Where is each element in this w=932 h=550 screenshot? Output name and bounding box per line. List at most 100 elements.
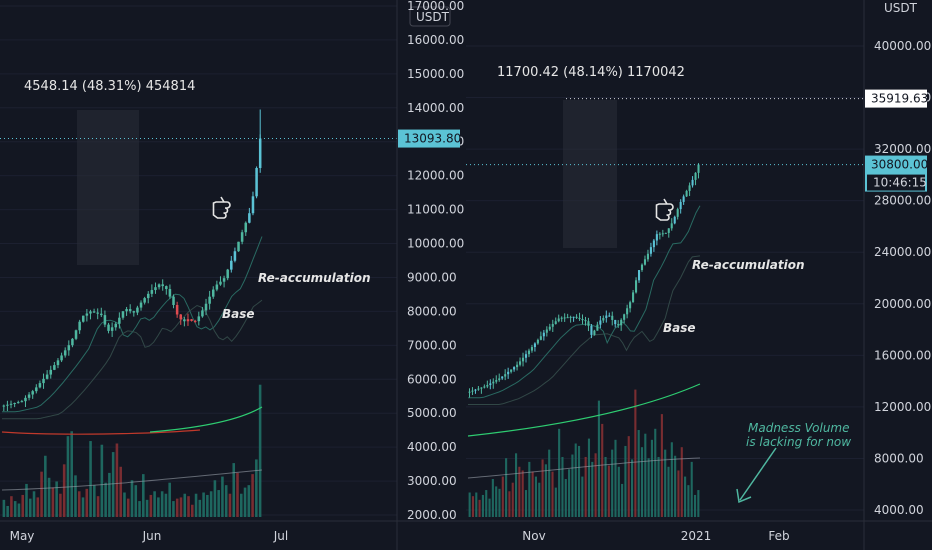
candle-body <box>146 293 150 299</box>
volume-bar <box>157 497 160 517</box>
right-y-tick-label: 16000.00 <box>874 348 931 362</box>
volume-average-line <box>1 469 263 491</box>
candle-body <box>172 296 175 305</box>
long-moving-average-green <box>149 406 263 433</box>
candle-body <box>605 315 608 319</box>
left-y-tick-label: 2000.00 <box>407 508 457 522</box>
candle-body <box>629 302 632 309</box>
volume-bar <box>81 497 85 517</box>
candle-body <box>233 251 237 261</box>
volume-bar <box>138 501 141 517</box>
candle-body <box>637 270 641 281</box>
volume-bar <box>142 474 145 517</box>
volume-bar <box>251 474 254 517</box>
candle-body <box>486 385 489 387</box>
volume-bar <box>597 400 600 517</box>
candle-body <box>175 304 179 315</box>
volume-average-line <box>467 457 701 479</box>
right-chart-panel[interactable]: 11700.42 (48.14%) 1170042 Re-accumulatio… <box>466 45 864 517</box>
candle-body <box>599 320 602 325</box>
candle-body <box>230 260 233 270</box>
candle-body <box>483 386 486 388</box>
candle-body <box>161 284 164 287</box>
volume-note-line-1: Madness Volume <box>748 421 850 435</box>
candle-body <box>67 345 71 351</box>
left-price-axis[interactable]: USDT 17000.00 16000.00 15000.00 14000.00 130… <box>396 0 464 550</box>
left-y-tick-label: 17000.00 <box>407 0 464 13</box>
candle-body <box>468 391 471 393</box>
candle-body <box>179 314 183 320</box>
volume-bar <box>697 490 700 517</box>
right-grid <box>466 45 864 511</box>
right-price-axis[interactable]: USDT 40000.0036000.0032000.0028000.00240… <box>863 0 931 550</box>
volume-bar <box>217 490 220 517</box>
candle-body <box>16 402 20 404</box>
left-currency-badge[interactable] <box>409 6 451 27</box>
left-currency-label: USDT <box>416 10 450 24</box>
candle-body <box>584 320 587 322</box>
candle-body <box>251 196 255 214</box>
volume-bar <box>36 497 40 517</box>
volume-bar <box>515 453 518 517</box>
volume-bar <box>224 485 228 517</box>
candle-body <box>183 319 186 322</box>
left-y-tick-label: 16000.00 <box>407 33 464 47</box>
moving-average-line <box>468 205 701 399</box>
candle-body <box>643 259 647 265</box>
candle-body <box>542 332 545 337</box>
right-measure-label: 11700.42 (48.14%) 1170042 <box>497 65 685 80</box>
time-axis[interactable]: May Jun Jul Nov 2021 Feb <box>0 520 932 543</box>
volume-bar <box>660 414 663 517</box>
moving-average-line <box>468 255 701 405</box>
left-y-tick-label: 15000.00 <box>407 67 464 81</box>
candle-body <box>211 289 215 297</box>
candle-body <box>569 316 572 318</box>
left-chart-panel[interactable]: 4548.14 (48.31%) 454814 Re-accumulation … <box>0 5 397 517</box>
candle-body <box>661 233 664 235</box>
candle-body <box>471 390 474 392</box>
left-y-tick-label: 6000.00 <box>407 372 457 386</box>
candle-body <box>655 234 658 241</box>
volume-bar <box>485 490 488 517</box>
right-last-price-text: 30800.00 <box>871 158 928 172</box>
left-y-tick-label: 8000.00 <box>407 304 457 318</box>
candle-body <box>530 347 533 351</box>
volume-bar <box>119 466 122 517</box>
volume-bar <box>568 469 571 517</box>
moving-average-line <box>2 299 263 420</box>
volume-bar <box>44 455 47 517</box>
candle-body <box>670 223 673 229</box>
x-tick-label: Jun <box>142 529 162 543</box>
candle-body <box>575 316 578 318</box>
volume-bar <box>191 504 194 517</box>
candle-body <box>587 321 590 326</box>
candle-body <box>560 317 563 319</box>
volume-bar <box>644 433 647 517</box>
candle-body <box>139 302 143 308</box>
left-y-tick-label: 5000.00 <box>407 406 457 420</box>
candle-body <box>539 336 542 340</box>
volume-bar <box>548 449 551 517</box>
candle-body <box>602 318 605 321</box>
volume-bar <box>574 443 577 517</box>
candle-body <box>492 381 495 384</box>
candle-body <box>510 369 513 372</box>
volume-bar <box>647 458 650 517</box>
volume-bar <box>239 493 243 517</box>
candle-body <box>646 253 649 260</box>
x-tick-label: May <box>10 529 35 543</box>
candle-body <box>154 287 157 291</box>
candle-body <box>31 391 34 395</box>
volume-bar <box>96 496 100 517</box>
candle-body <box>110 327 114 331</box>
candle-body <box>590 325 593 335</box>
candle-body <box>226 269 229 279</box>
volume-bar <box>108 472 111 517</box>
volume-bar <box>194 493 198 517</box>
candle-body <box>27 394 31 398</box>
right-annotation-base: Base <box>663 321 696 335</box>
right-y-tick-label: 24000.00 <box>874 245 931 259</box>
candle-body <box>608 315 611 317</box>
candle-body <box>513 367 516 370</box>
candle-body <box>688 185 691 191</box>
